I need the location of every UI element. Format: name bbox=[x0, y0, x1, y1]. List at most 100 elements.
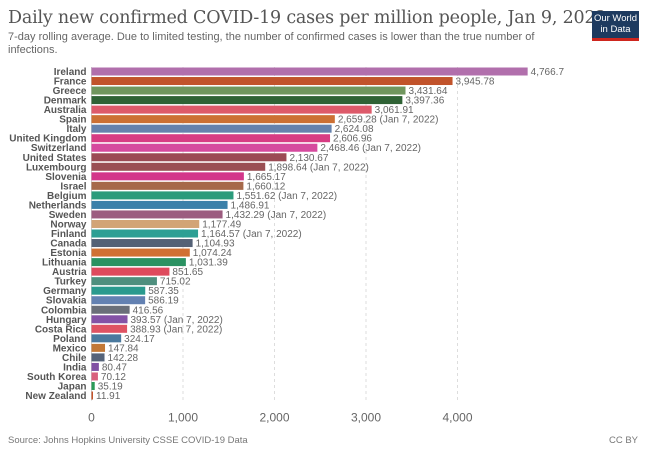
bar[interactable] bbox=[91, 258, 186, 267]
bar[interactable] bbox=[91, 134, 331, 143]
value-label: 1,898.64 (Jan 7, 2022) bbox=[268, 162, 369, 173]
country-label: Hungary bbox=[46, 315, 87, 326]
country-label: Poland bbox=[53, 334, 86, 345]
bar[interactable] bbox=[91, 296, 146, 305]
bar[interactable] bbox=[91, 115, 335, 124]
bar[interactable] bbox=[91, 362, 99, 371]
bar[interactable] bbox=[91, 372, 98, 381]
source-note: Source: Johns Hopkins University CSSE CO… bbox=[8, 435, 248, 446]
country-label: Australia bbox=[44, 105, 87, 116]
bar[interactable] bbox=[91, 381, 95, 390]
value-label: 2,468.46 (Jan 7, 2022) bbox=[320, 143, 421, 154]
bar[interactable] bbox=[91, 200, 228, 209]
country-label: Finland bbox=[51, 229, 87, 240]
value-label: 35.19 bbox=[98, 381, 123, 392]
value-label: 715.02 bbox=[160, 277, 191, 288]
country-label: Chile bbox=[62, 353, 87, 364]
bar[interactable] bbox=[91, 86, 406, 95]
value-label: 388.93 (Jan 7, 2022) bbox=[130, 324, 222, 335]
value-label: 142.28 bbox=[108, 353, 139, 364]
bar[interactable] bbox=[91, 153, 287, 162]
bar[interactable] bbox=[91, 324, 128, 333]
bar[interactable] bbox=[91, 124, 332, 133]
bar[interactable] bbox=[91, 267, 170, 276]
bar[interactable] bbox=[91, 334, 122, 343]
value-label: 147.84 bbox=[108, 343, 139, 354]
bar[interactable] bbox=[91, 229, 199, 238]
bar[interactable] bbox=[91, 96, 403, 105]
value-label: 1,074.24 bbox=[193, 248, 232, 259]
bar[interactable] bbox=[91, 67, 528, 76]
country-label: Japan bbox=[58, 381, 87, 392]
value-label: 324.17 bbox=[124, 334, 155, 345]
country-label: India bbox=[63, 362, 87, 373]
x-tick-label: 2,000 bbox=[259, 411, 289, 425]
country-label: Italy bbox=[66, 124, 86, 135]
country-label: New Zealand bbox=[25, 391, 86, 402]
bar[interactable] bbox=[91, 143, 318, 152]
country-label: Greece bbox=[53, 86, 87, 97]
country-label: Denmark bbox=[44, 96, 87, 107]
x-tick-label: 4,000 bbox=[442, 411, 472, 425]
bar[interactable] bbox=[91, 391, 94, 400]
value-label: 3,945.78 bbox=[456, 77, 495, 88]
bar[interactable] bbox=[91, 181, 244, 190]
bar[interactable] bbox=[91, 343, 106, 352]
value-label: 1,177.49 bbox=[202, 219, 241, 230]
country-label: France bbox=[54, 77, 87, 88]
bar[interactable] bbox=[91, 315, 128, 324]
country-label: Norway bbox=[50, 219, 87, 230]
country-label: Austria bbox=[52, 267, 87, 278]
bar[interactable] bbox=[91, 105, 372, 114]
country-label: Spain bbox=[59, 115, 86, 126]
value-label: 1,164.57 (Jan 7, 2022) bbox=[201, 229, 302, 240]
bar[interactable] bbox=[91, 210, 223, 219]
value-label: 1,660.12 bbox=[246, 181, 285, 192]
value-label: 70.12 bbox=[101, 372, 126, 383]
bar[interactable] bbox=[91, 286, 146, 295]
country-label: South Korea bbox=[27, 372, 87, 383]
x-tick-label: 3,000 bbox=[351, 411, 381, 425]
country-label: Lithuania bbox=[42, 258, 87, 269]
chart-subtitle: 7-day rolling average. Due to limited te… bbox=[8, 31, 535, 56]
bar[interactable] bbox=[91, 277, 157, 286]
value-label: 1,432.29 (Jan 7, 2022) bbox=[226, 210, 327, 221]
bar-chart: Ireland 4,766.7 France 3,945.78 Greece 3,431.… bbox=[9, 67, 565, 425]
country-label: Canada bbox=[50, 239, 87, 250]
country-label: Slovenia bbox=[45, 172, 87, 183]
value-label: 851.65 bbox=[172, 267, 203, 278]
value-label: 416.56 bbox=[133, 305, 164, 316]
bar[interactable] bbox=[91, 248, 190, 257]
value-label: 2,130.67 bbox=[289, 153, 328, 164]
country-label: Ireland bbox=[54, 67, 87, 78]
value-label: 3,397.36 bbox=[405, 96, 444, 107]
bar[interactable] bbox=[91, 353, 105, 362]
license-link[interactable]: CC BY bbox=[608, 435, 638, 446]
bar[interactable] bbox=[91, 305, 130, 314]
value-label: 3,061.91 bbox=[375, 105, 414, 116]
chart-title: Daily new confirmed COVID-19 cases per m… bbox=[8, 8, 607, 28]
country-label: United States bbox=[23, 153, 87, 164]
value-label: 3,431.64 bbox=[408, 86, 447, 97]
value-label: 4,766.7 bbox=[531, 67, 565, 78]
bar[interactable] bbox=[91, 172, 244, 181]
country-label: Estonia bbox=[50, 248, 87, 259]
value-label: 587.35 bbox=[148, 286, 179, 297]
country-label: Slovakia bbox=[46, 296, 87, 307]
country-label: Mexico bbox=[53, 343, 87, 354]
value-label: 11.91 bbox=[96, 391, 121, 402]
value-label: 1,551.62 (Jan 7, 2022) bbox=[236, 191, 337, 202]
bar[interactable] bbox=[91, 162, 266, 171]
bar[interactable] bbox=[91, 191, 234, 200]
bar[interactable] bbox=[91, 219, 200, 228]
value-label: 586.19 bbox=[148, 296, 179, 307]
value-label: 1,031.39 bbox=[189, 258, 228, 269]
country-label: Switzerland bbox=[31, 143, 87, 154]
value-label: 1,104.93 bbox=[196, 239, 235, 250]
value-label: 1,486.91 bbox=[231, 200, 270, 211]
country-label: Colombia bbox=[41, 305, 87, 316]
bar[interactable] bbox=[91, 239, 193, 248]
owid-logo[interactable]: Our World in Data bbox=[592, 11, 639, 41]
bar[interactable] bbox=[91, 77, 453, 86]
x-tick-label: 1,000 bbox=[168, 411, 198, 425]
